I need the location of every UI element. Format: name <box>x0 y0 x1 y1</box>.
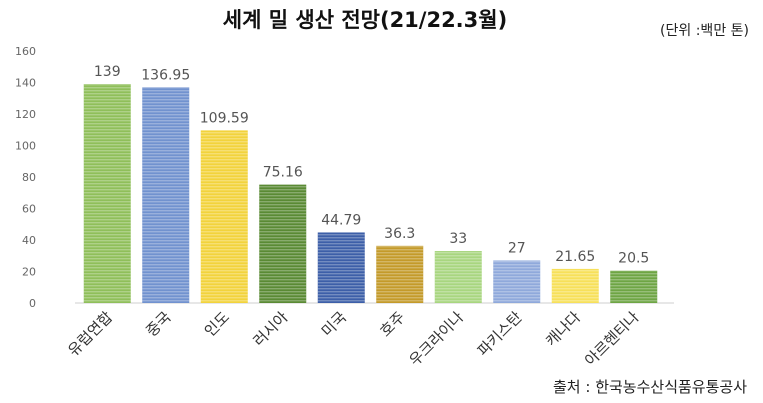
y-tick-label: 160 <box>15 45 36 58</box>
category-label: 우크라이나 <box>406 308 468 370</box>
bar-texture <box>376 245 424 303</box>
y-tick-label: 80 <box>22 171 36 184</box>
bar-texture <box>317 232 365 303</box>
data-labels-group: 139 136.95 109.59 75.16 44.79 36.3 33 27 21.65 20… <box>94 64 649 267</box>
y-tick-label: 20 <box>22 266 36 279</box>
bar-texture <box>493 260 541 303</box>
category-label: 캐나다 <box>542 308 584 350</box>
y-tick-label: 0 <box>29 297 36 310</box>
y-tick-label: 100 <box>15 140 36 153</box>
bar-texture <box>551 268 599 303</box>
y-tick-label: 40 <box>22 234 36 247</box>
data-label: 27 <box>508 240 526 256</box>
bar-texture <box>142 87 190 304</box>
bar-texture <box>83 84 131 303</box>
chart-title: 세계 밀 생산 전망(21/22.3월) <box>222 8 508 32</box>
bar-texture <box>434 251 482 303</box>
category-label: 호주 <box>376 308 408 340</box>
category-label: 중국 <box>142 308 174 340</box>
data-label: 44.79 <box>321 212 361 228</box>
unit-note: (단위 :백만 톤) <box>660 23 749 39</box>
bar-texture <box>200 130 248 303</box>
data-label: 21.65 <box>555 249 595 265</box>
data-label: 20.5 <box>618 251 649 267</box>
data-label: 136.95 <box>141 67 190 83</box>
bar-texture <box>610 270 658 303</box>
data-label: 139 <box>94 64 121 80</box>
data-label: 75.16 <box>263 165 303 181</box>
bars-group <box>83 84 658 304</box>
category-label: 러시아 <box>250 308 292 350</box>
data-label: 36.3 <box>384 226 415 242</box>
category-label: 미국 <box>318 308 350 340</box>
category-label: 인도 <box>201 308 233 340</box>
y-axis-ticks: 0 20 40 60 80 100 120 140 160 <box>15 45 36 310</box>
category-label: 파키스탄 <box>474 308 526 360</box>
category-label: 아르헨티나 <box>581 308 643 370</box>
y-tick-label: 120 <box>15 108 36 121</box>
bar-texture <box>259 184 307 303</box>
data-label: 109.59 <box>200 110 249 126</box>
y-tick-label: 140 <box>15 77 36 90</box>
source-note: 출처 : 한국농수산식품유통공사 <box>553 378 747 396</box>
category-label: 유럽연합 <box>64 308 116 360</box>
y-tick-label: 60 <box>22 203 36 216</box>
data-label: 33 <box>449 231 467 247</box>
